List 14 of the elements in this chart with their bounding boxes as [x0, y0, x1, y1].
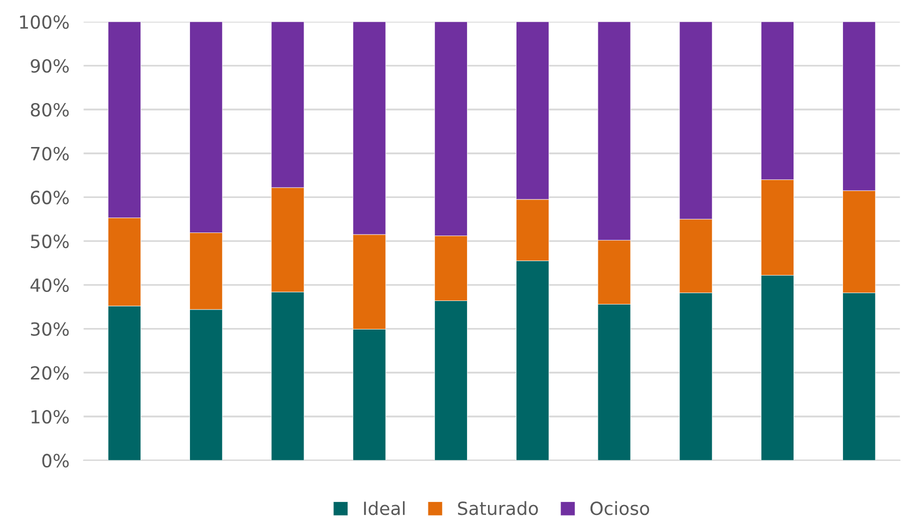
y-tick-label: 40% [30, 278, 69, 292]
y-tick-label: 0% [42, 454, 69, 468]
y-tick-label: 10% [32, 410, 69, 424]
y-tick-label: 20% [30, 366, 69, 380]
y-tick-label: 60% [30, 190, 69, 204]
y-tick-label: 30% [30, 322, 69, 336]
legend-label: Ocioso [590, 501, 650, 516]
legend-label: Saturado [458, 501, 538, 516]
y-tick-label: 50% [31, 234, 69, 248]
legend-label: Ideal [364, 501, 405, 516]
y-tick-label: 100% [20, 15, 69, 29]
y-tick-label: 70% [31, 146, 69, 160]
y-tick-label: 90% [30, 59, 69, 73]
y-tick-label: 80% [30, 102, 69, 117]
